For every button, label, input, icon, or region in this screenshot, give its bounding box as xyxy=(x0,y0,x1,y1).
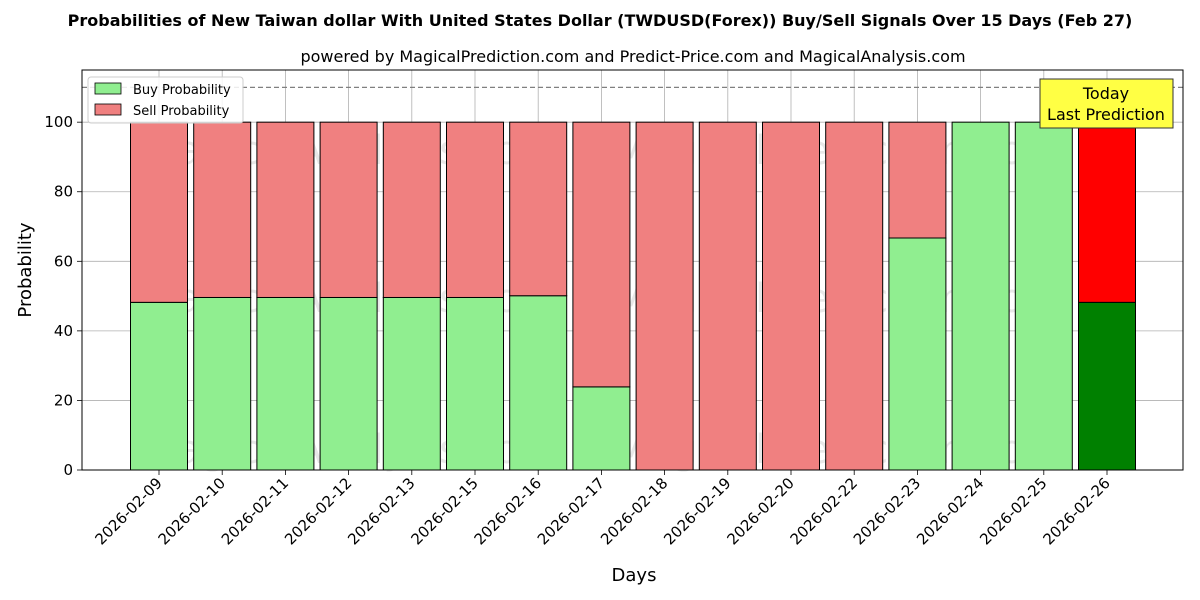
bar-sell-2026-02-11 xyxy=(256,121,315,298)
x-axis-label: Days xyxy=(612,565,657,586)
legend: Buy Probability Sell Probability xyxy=(87,76,244,124)
bar-buy-2026-02-09 xyxy=(130,301,188,471)
bar-sell-2026-02-20 xyxy=(762,121,820,471)
bar-buy-2026-02-25 xyxy=(1014,121,1073,471)
bar-sell-2026-02-12 xyxy=(319,121,378,298)
legend-label-sell: Sell Probability xyxy=(133,104,230,119)
bar-sell-2026-02-22 xyxy=(825,121,884,471)
bar-buy-2026-02-23 xyxy=(888,237,947,471)
today-annotation: Today Last Prediction xyxy=(1039,78,1174,129)
plot-frame xyxy=(81,69,1184,471)
legend-label-buy: Buy Probability xyxy=(133,83,231,98)
annotation-line-last-prediction: Last Prediction xyxy=(1047,105,1165,124)
annotation-line-today: Today xyxy=(1082,84,1129,103)
bar-buy-2026-02-24 xyxy=(951,121,1010,471)
bar-buy-2026-02-17 xyxy=(572,386,631,471)
chart-subtitle: powered by MagicalPrediction.com and Pre… xyxy=(300,47,965,66)
y-tick-label: 60 xyxy=(54,252,73,270)
y-tick-label: 80 xyxy=(54,183,73,201)
bar-buy-2026-02-12 xyxy=(319,296,378,471)
bar-buy-2026-02-26 xyxy=(1078,301,1136,471)
bar-buy-2026-02-15 xyxy=(446,296,504,471)
chart-title: Probabilities of New Taiwan dollar With … xyxy=(68,11,1133,30)
y-tick-label: 0 xyxy=(63,461,73,479)
bar-sell-2026-02-19 xyxy=(698,121,757,471)
bar-buy-2026-02-10 xyxy=(193,296,252,471)
bars xyxy=(130,121,1136,471)
bar-sell-2026-02-15 xyxy=(446,121,504,298)
y-tick-label: 20 xyxy=(54,391,73,409)
bar-sell-2026-02-09 xyxy=(130,121,188,303)
y-axis-ticks: 0 20 40 60 80 100 xyxy=(44,113,82,479)
y-tick-label: 100 xyxy=(44,113,73,131)
bar-sell-2026-02-23 xyxy=(888,121,947,239)
legend-swatch-buy xyxy=(94,82,122,95)
legend-swatch-sell xyxy=(94,103,122,116)
legend-box xyxy=(87,76,244,124)
bar-sell-2026-02-10 xyxy=(193,121,252,298)
bar-sell-2026-02-18 xyxy=(635,121,694,471)
annotation-box xyxy=(1039,78,1174,129)
bar-sell-2026-02-16 xyxy=(509,121,568,297)
bar-sell-2026-02-26 xyxy=(1078,121,1136,303)
bar-buy-2026-02-11 xyxy=(256,296,315,471)
y-tick-label: 40 xyxy=(54,322,73,340)
bar-sell-2026-02-17 xyxy=(572,121,631,388)
bar-sell-2026-02-13 xyxy=(382,121,441,298)
bar-buy-2026-02-16 xyxy=(509,295,568,471)
bar-buy-2026-02-13 xyxy=(382,296,441,471)
y-axis-label: Probability xyxy=(15,222,36,317)
